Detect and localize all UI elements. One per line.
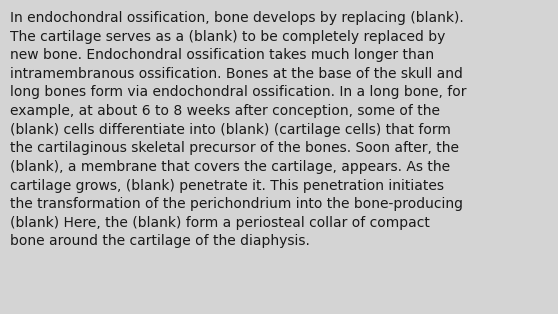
- Text: In endochondral ossification, bone develops by replacing (blank).
The cartilage : In endochondral ossification, bone devel…: [10, 11, 466, 248]
